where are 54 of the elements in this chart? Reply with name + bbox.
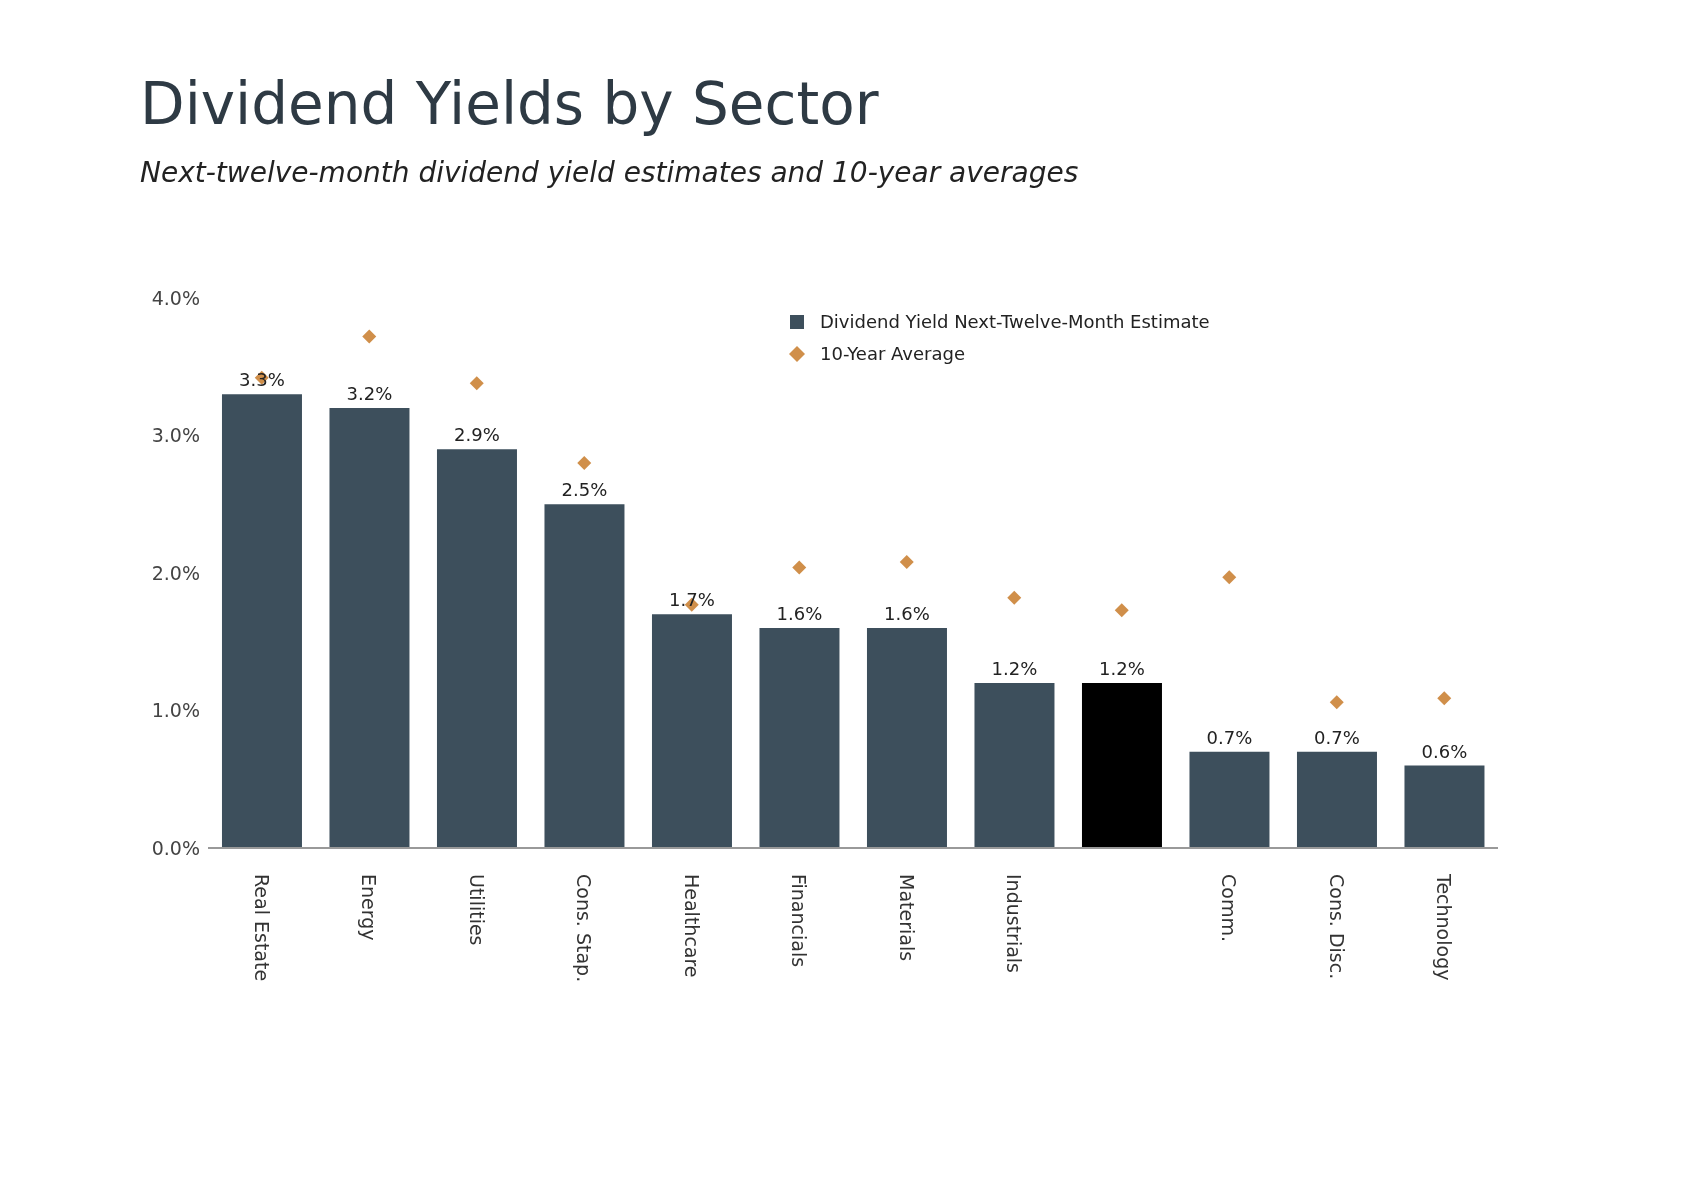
x-tick-label: Materials (895, 874, 918, 962)
y-tick-label: 3.0% (151, 424, 200, 447)
data-label: 1.7% (669, 589, 715, 611)
x-tick-label: Cons. Disc. (1325, 874, 1348, 980)
bar (221, 394, 302, 848)
point (1222, 570, 1237, 585)
bar (1081, 683, 1162, 848)
bar (866, 628, 947, 848)
point (1437, 691, 1452, 706)
bar (1296, 751, 1377, 848)
point (899, 555, 914, 569)
bar (974, 683, 1055, 848)
legend-label: Dividend Yield Next-Twelve-Month Estimate (820, 310, 1210, 334)
y-tick-label: 1.0% (151, 699, 200, 722)
x-tick-label: Real Estate (250, 874, 273, 982)
point (1007, 590, 1022, 605)
data-label: 2.5% (561, 479, 608, 501)
x-tick-label: Healthcare (680, 874, 703, 978)
bar (1189, 751, 1270, 848)
bar (651, 614, 732, 848)
data-label: 0.7% (1206, 726, 1253, 748)
x-tick-label: Cons. Stap. (573, 874, 596, 983)
x-tick-label: Industrials (1003, 874, 1026, 974)
y-tick-label: 0.0% (151, 836, 200, 859)
x-tick-label: Comm. (1218, 874, 1241, 942)
point (1329, 695, 1344, 710)
y-tick-label: 4.0% (151, 286, 200, 309)
point (362, 329, 377, 344)
x-tick-label: Financials (788, 874, 811, 968)
point (1114, 603, 1129, 618)
bar (759, 628, 840, 848)
x-tick-label: Technology (1433, 873, 1456, 981)
data-label: 0.7% (1314, 726, 1360, 748)
point (469, 376, 484, 391)
point (792, 560, 807, 575)
bar (544, 504, 625, 848)
bar (1404, 765, 1485, 848)
data-label: 3.3% (239, 369, 285, 391)
x-tick-label: Utilities (465, 874, 488, 946)
data-label: 3.2% (346, 383, 393, 404)
chart-title: Dividend Yields by Sector (140, 70, 879, 138)
data-label: 0.6% (1421, 740, 1468, 762)
data-label: 1.6% (776, 603, 823, 624)
point (577, 456, 592, 470)
bar (329, 408, 410, 848)
bar (436, 449, 517, 848)
legend-label: 10-Year Average (820, 342, 966, 366)
data-label: 2.9% (454, 424, 500, 446)
y-tick-label: 2.0% (151, 561, 200, 584)
data-label: 1.6% (884, 603, 930, 624)
x-tick-label: Energy (358, 874, 381, 941)
data-label: 1.2% (1099, 658, 1145, 679)
data-label: 1.2% (991, 658, 1038, 679)
chart-subtitle: Next-twelve-month dividend yield estimates and 10-year averages (140, 156, 1079, 189)
